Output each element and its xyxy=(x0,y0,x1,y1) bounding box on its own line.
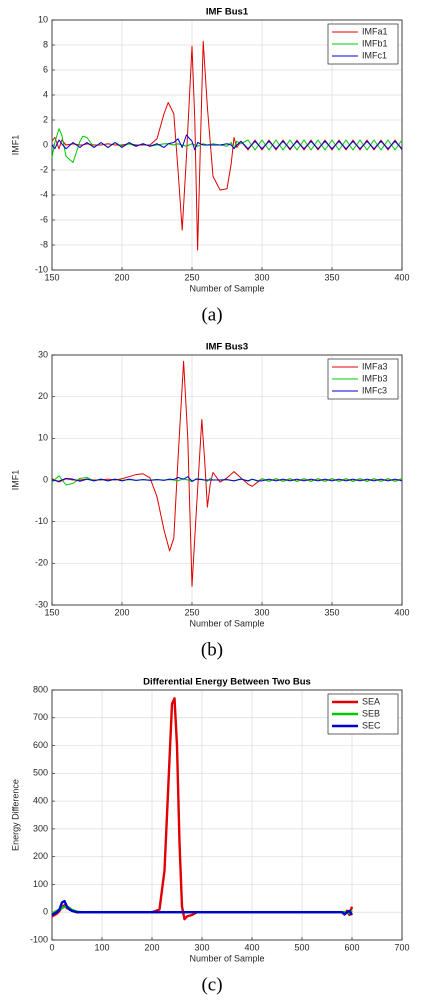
x-axis-label: Number of Sample xyxy=(189,618,264,628)
y-tick-label: 20 xyxy=(38,391,48,401)
legend-label: IMFb3 xyxy=(362,373,388,383)
x-tick-label: 350 xyxy=(324,272,339,282)
y-axis-label: Energy Difference xyxy=(10,779,20,851)
y-tick-label: 10 xyxy=(38,433,48,443)
y-tick-label: 0 xyxy=(43,474,48,484)
y-tick-label: -100 xyxy=(30,934,48,944)
y-tick-label: 700 xyxy=(33,712,48,722)
y-tick-label: 800 xyxy=(33,684,48,694)
y-axis-label: IMF1 xyxy=(10,470,20,491)
x-tick-label: 350 xyxy=(324,607,339,617)
y-tick-label: 200 xyxy=(33,851,48,861)
y-tick-label: -20 xyxy=(35,558,48,568)
x-tick-label: 300 xyxy=(254,607,269,617)
x-axis-label: Number of Sample xyxy=(189,283,264,293)
series-line xyxy=(51,134,403,151)
y-tick-label: -2 xyxy=(40,164,48,174)
x-tick-label: 500 xyxy=(294,942,309,952)
y-tick-label: -4 xyxy=(40,189,48,199)
y-tick-label: 400 xyxy=(33,795,48,805)
y-tick-label: -30 xyxy=(35,599,48,609)
y-tick-label: -10 xyxy=(35,264,48,274)
x-axis-label: Number of Sample xyxy=(189,953,264,963)
y-tick-label: 6 xyxy=(43,64,48,74)
chart-panel: -10 -8 -6 -4 -2 0 2 4 6 8 10 150 200 250 300 350 400 IMFa… xyxy=(10,7,409,326)
series-line xyxy=(51,899,354,917)
legend-label: IMFc3 xyxy=(362,385,387,395)
legend-label: SEA xyxy=(362,696,380,706)
y-tick-label: 600 xyxy=(33,740,48,750)
legend-label: SEB xyxy=(362,708,380,718)
x-tick-label: 400 xyxy=(394,272,409,282)
y-tick-label: 10 xyxy=(38,14,48,24)
y-tick-label: -8 xyxy=(40,239,48,249)
x-tick-label: 700 xyxy=(394,942,409,952)
x-tick-label: 150 xyxy=(44,272,59,282)
chart-panel: -30 -20 -10 0 10 20 30 150 200 250 300 350 400 IMFa3 I… xyxy=(10,342,409,661)
legend-label: IMFb1 xyxy=(362,38,388,48)
chart-title: Differential Energy Between Two Bus xyxy=(143,677,311,688)
y-tick-label: 30 xyxy=(38,349,48,359)
legend-label: SEC xyxy=(362,720,381,730)
x-tick-label: 150 xyxy=(44,607,59,617)
y-tick-label: 300 xyxy=(33,823,48,833)
x-tick-label: 400 xyxy=(244,942,259,952)
series-line xyxy=(51,40,403,251)
y-tick-label: 4 xyxy=(43,89,48,99)
y-axis-label: IMF1 xyxy=(10,135,20,156)
x-tick-label: 300 xyxy=(254,272,269,282)
y-tick-label: 8 xyxy=(43,39,48,49)
x-tick-label: 0 xyxy=(49,942,54,952)
y-tick-label: 500 xyxy=(33,768,48,778)
caption: (c) xyxy=(201,974,222,995)
x-tick-label: 200 xyxy=(114,272,129,282)
caption: (a) xyxy=(201,304,222,325)
legend-label: IMFa1 xyxy=(362,26,388,36)
series-line xyxy=(51,476,403,482)
x-tick-label: 100 xyxy=(94,942,109,952)
y-tick-label: 0 xyxy=(43,139,48,149)
y-tick-label: 100 xyxy=(33,879,48,889)
y-tick-label: 0 xyxy=(43,907,48,917)
x-tick-label: 250 xyxy=(184,272,199,282)
x-tick-label: 250 xyxy=(184,607,199,617)
y-tick-label: 2 xyxy=(43,114,48,124)
x-tick-label: 300 xyxy=(194,942,209,952)
chart-title: IMF Bus1 xyxy=(206,7,249,18)
legend-label: IMFa3 xyxy=(362,361,388,371)
x-tick-label: 400 xyxy=(394,607,409,617)
x-tick-label: 600 xyxy=(344,942,359,952)
x-tick-label: 200 xyxy=(114,607,129,617)
x-tick-label: 200 xyxy=(144,942,159,952)
caption: (b) xyxy=(201,639,223,660)
y-tick-label: -6 xyxy=(40,214,48,224)
legend-label: IMFc1 xyxy=(362,50,387,60)
plot-frame xyxy=(51,689,403,941)
chart-title: IMF Bus3 xyxy=(206,342,248,353)
y-tick-label: -10 xyxy=(35,516,48,526)
